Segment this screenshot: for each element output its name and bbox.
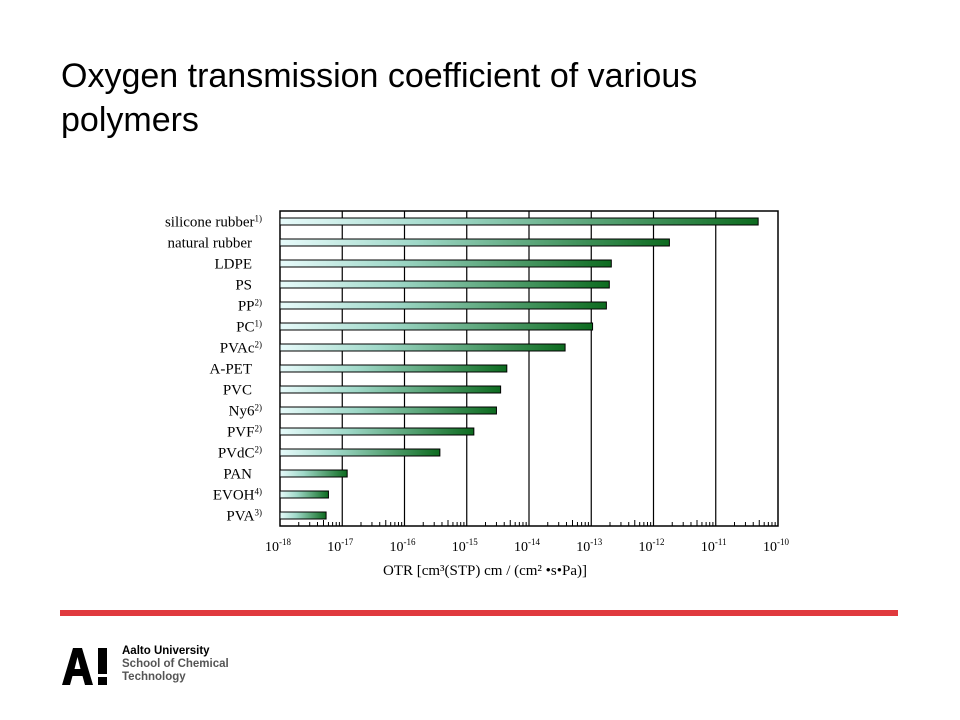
- x-tick-label: 10-18: [265, 537, 291, 555]
- category-label: natural rubber: [167, 236, 252, 252]
- logo-line-university: Aalto University: [122, 645, 210, 657]
- bar: [279, 238, 670, 247]
- aalto-logo-mark: [62, 648, 107, 685]
- bar: [279, 511, 327, 520]
- x-tick-label: 10-10: [763, 537, 789, 555]
- chart-bars: [279, 217, 759, 520]
- footer-accent-rule: [60, 610, 898, 616]
- chart-x-ticks: 10-18 10-17 10-16 10-15 10-14 10-13 10-12 10-11…: [265, 537, 789, 555]
- category-label: PC1): [236, 319, 262, 336]
- category-label: PVA3): [226, 508, 262, 525]
- category-label: PVF2): [227, 424, 262, 441]
- otr-chart-svg: silicone rubber1) natural rubber LDPE PS PP2…: [165, 210, 789, 579]
- category-footnote: 2): [255, 403, 263, 413]
- category-footnote: 2): [255, 298, 263, 308]
- x-axis-title: OTR [cm³(STP) cm / (cm² •s•Pa)]: [383, 563, 587, 579]
- x-tick-label: 10-13: [576, 537, 602, 555]
- category-label: PAN: [223, 467, 252, 483]
- bar: [279, 217, 759, 226]
- x-tick-label: 10-16: [390, 537, 416, 555]
- bar: [279, 427, 475, 436]
- bar: [279, 448, 441, 457]
- logo-line-school: School of Chemical: [122, 658, 229, 670]
- bar: [279, 301, 607, 310]
- bar: [279, 469, 348, 478]
- category-footnote: 2): [255, 445, 263, 455]
- bar: [279, 280, 610, 289]
- bar: [279, 406, 497, 415]
- category-footnote: 3): [255, 508, 263, 518]
- bar: [279, 490, 329, 499]
- category-label: PVAc2): [220, 340, 262, 357]
- bar: [279, 364, 508, 373]
- x-tick-label: 10-12: [639, 537, 665, 555]
- bar: [279, 322, 594, 331]
- x-tick-label: 10-11: [701, 537, 727, 555]
- aalto-logo-text: Aalto University School of Chemical Tech…: [122, 645, 282, 684]
- category-label: Ny62): [229, 403, 262, 420]
- x-tick-label: 10-14: [514, 537, 540, 555]
- otr-chart: silicone rubber1) natural rubber LDPE PS PP2…: [165, 210, 789, 579]
- category-footnote: 4): [255, 487, 263, 497]
- slide-title: Oxygen transmission coefficient of vario…: [61, 57, 698, 139]
- category-footnote: 2): [255, 340, 263, 350]
- category-label: PVC: [223, 383, 252, 399]
- category-footnote: 1): [255, 214, 263, 224]
- category-label: EVOH4): [213, 487, 262, 504]
- category-label: silicone rubber1): [165, 214, 262, 231]
- logo-line-technology: Technology: [122, 671, 186, 683]
- category-footnote: 2): [255, 424, 263, 434]
- category-label: PP2): [238, 298, 262, 315]
- x-tick-label: 10-17: [327, 537, 353, 555]
- category-label: PS: [235, 278, 252, 294]
- category-label: LDPE: [215, 257, 253, 273]
- category-label: PVdC2): [218, 445, 262, 462]
- bar: [279, 259, 612, 268]
- category-label: A-PET: [210, 362, 253, 378]
- category-footnote: 1): [255, 319, 263, 329]
- bar: [279, 385, 502, 394]
- chart-category-labels: silicone rubber1) natural rubber LDPE PS PP2…: [165, 214, 262, 525]
- bar: [279, 343, 566, 352]
- x-tick-label: 10-15: [452, 537, 478, 555]
